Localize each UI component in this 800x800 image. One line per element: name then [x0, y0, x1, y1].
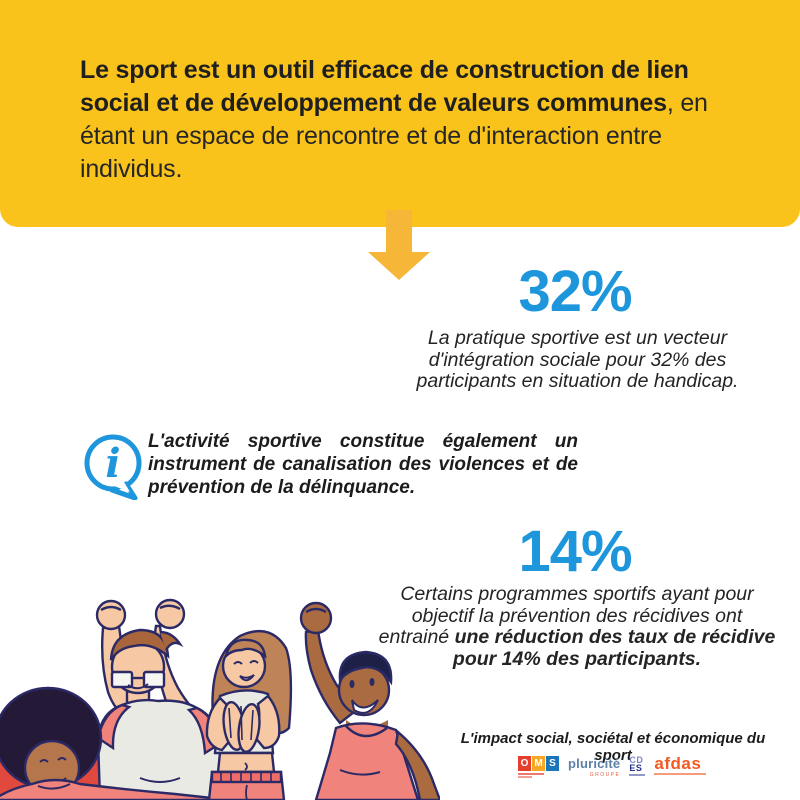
pluricite-logo-name: pluricité [568, 756, 621, 771]
afdas-logo: afdas [654, 754, 707, 775]
pluricite-logo-groupe: GROUPE [589, 772, 621, 778]
stat-recidivism-bold: une réduction des taux de récidive pour … [452, 626, 776, 670]
header-statement: Le sport est un outil efficace de constr… [80, 54, 728, 186]
person-afro-woman [0, 686, 231, 800]
person-glasses-man [95, 598, 223, 800]
stat-integration-description: La pratique sportive est un vecteur d'in… [416, 327, 739, 392]
info-bubble-shape: i [84, 434, 142, 501]
afdas-logo-subline [654, 773, 707, 775]
stat-integration-value: 32% [518, 259, 632, 324]
oms-logo-subline2 [518, 776, 532, 778]
oms-tile-s: S [546, 756, 559, 771]
down-arrow-shape [368, 210, 430, 280]
info-note-text: L'activité sportive constitue également … [148, 431, 578, 498]
svg-text:i: i [105, 440, 120, 487]
afdas-logo-name: afdas [654, 754, 702, 773]
cdes-logo-line1: CD [629, 755, 644, 765]
header-statement-regular: , en étant un espace de rencontre et de … [80, 89, 708, 183]
cdes-logo: CD ES [629, 755, 646, 776]
oms-tile-m: M [532, 756, 545, 771]
partner-logos: O M S pluricité GROUPE CD ES afdas [518, 754, 748, 790]
header-statement-bold: Le sport est un outil efficace de constr… [80, 56, 689, 117]
oms-logo-subline [518, 773, 544, 775]
oms-logo-tiles: O M S [518, 756, 559, 771]
header-banner: Le sport est un outil efficace de constr… [0, 0, 800, 227]
celebrating-people-illustration [0, 598, 440, 800]
stat-recidivism-value: 14% [518, 519, 632, 584]
person-raised-fist-man [299, 601, 440, 800]
person-clapping-woman [205, 629, 293, 800]
oms-tile-o: O [518, 756, 531, 771]
pluricite-logo: pluricité GROUPE [568, 756, 620, 778]
info-speech-bubble-icon: i [82, 434, 146, 501]
stat-recidivism-description: Certains programmes sportifs ayant pour … [378, 583, 776, 670]
footer-title: L'impact social, sociétal et économique … [460, 730, 766, 764]
cdes-logo-subline [629, 774, 646, 776]
stat-recidivism-regular: Certains programmes sportifs ayant pour … [378, 583, 754, 648]
oms-logo: O M S [518, 756, 559, 778]
cdes-logo-line2: ES [629, 763, 643, 773]
down-arrow-icon [368, 210, 430, 280]
